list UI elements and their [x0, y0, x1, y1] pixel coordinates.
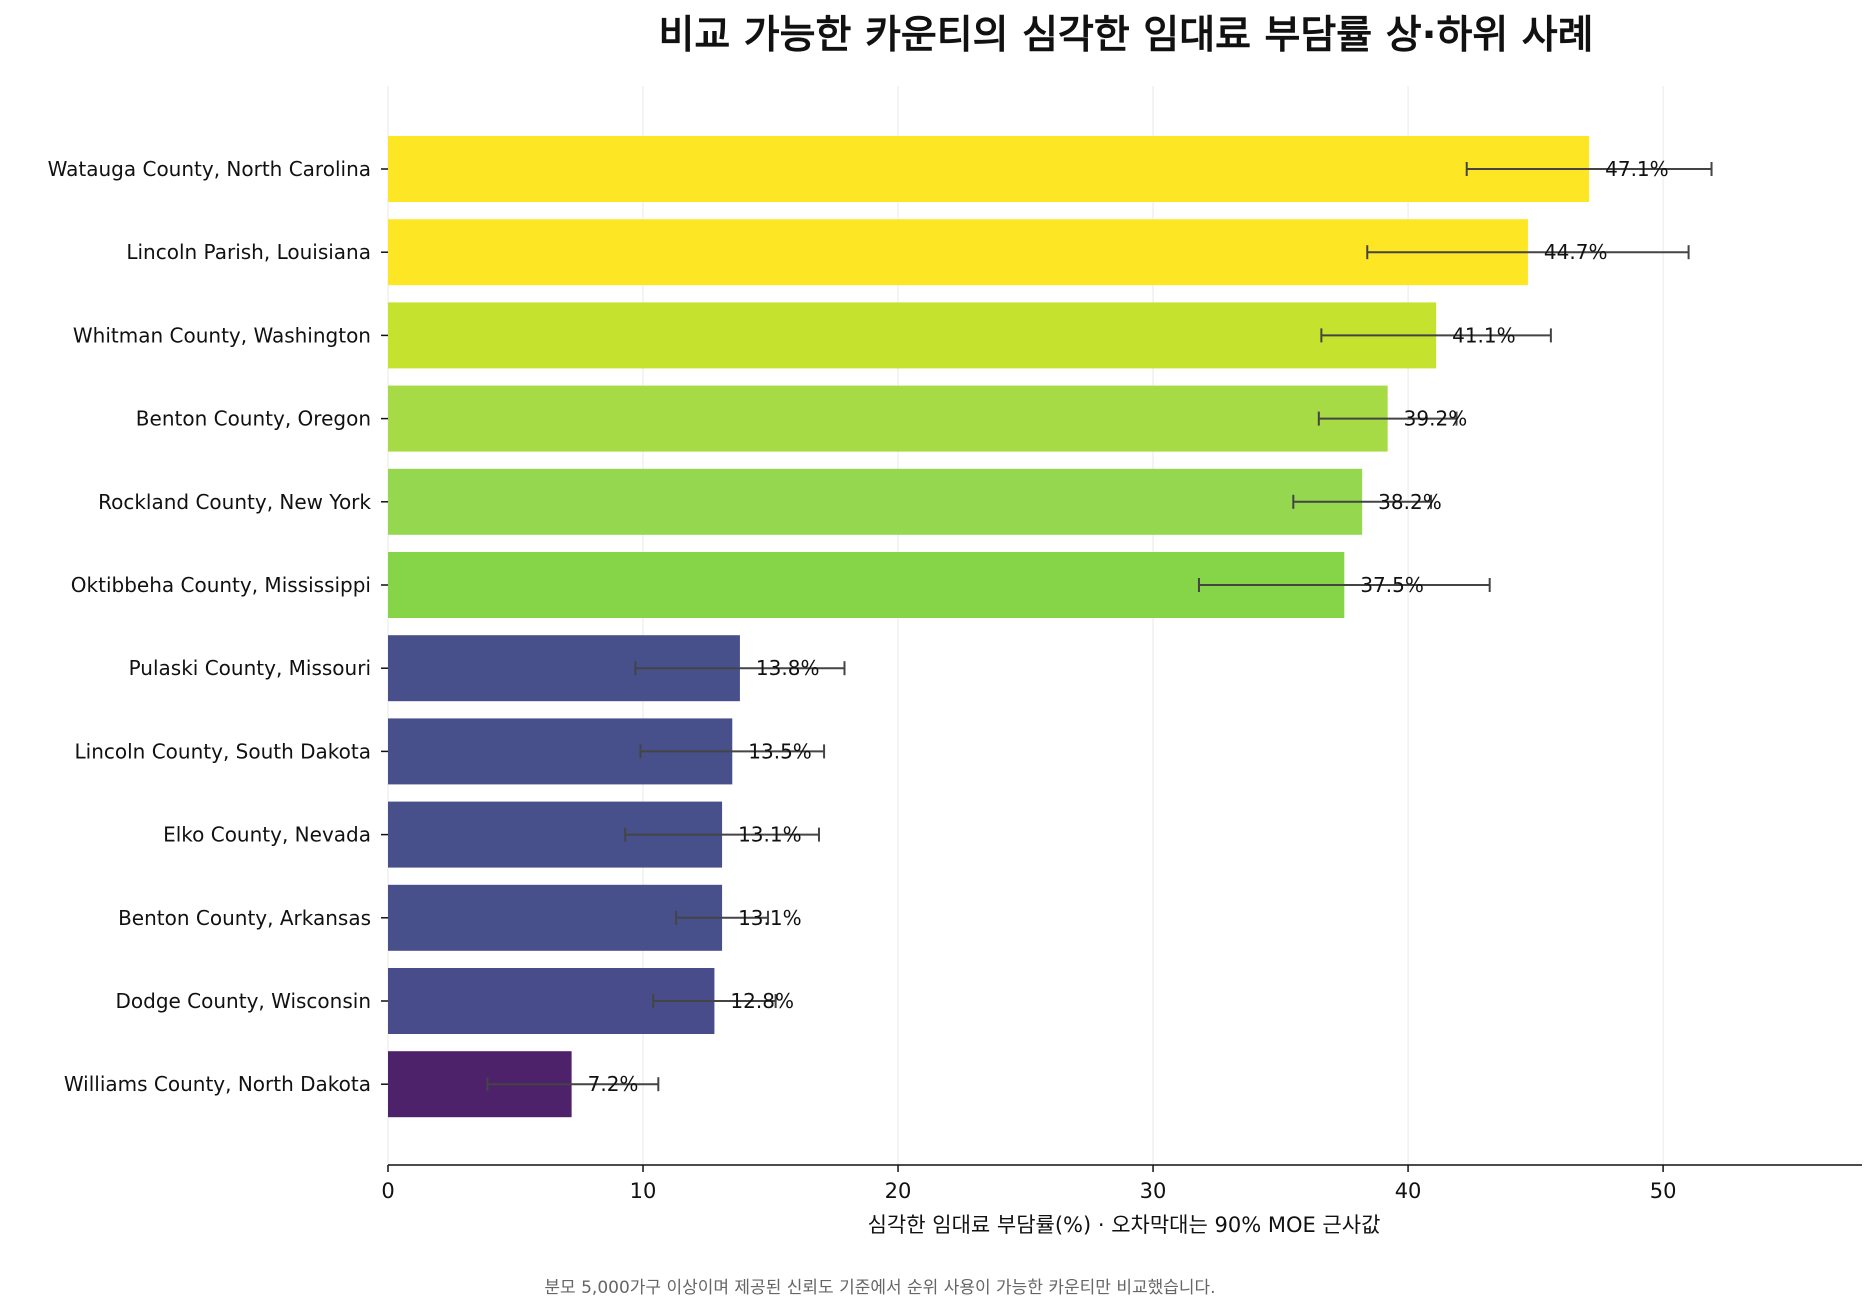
bar	[388, 552, 1345, 618]
category-label: Rockland County, New York	[98, 490, 371, 514]
chart-title: 비교 가능한 카운티의 심각한 임대료 부담률 상·하위 사례	[658, 13, 1593, 58]
category-label: Oktibbeha County, Mississippi	[71, 573, 371, 597]
category-label: Lincoln County, South Dakota	[75, 739, 371, 763]
bar	[388, 136, 1590, 202]
category-label: Dodge County, Wisconsin	[115, 989, 371, 1013]
error-bar	[1197, 578, 1491, 592]
error-bar	[639, 744, 826, 759]
x-tick-label: 0	[381, 1179, 394, 1203]
error-bars	[486, 162, 1713, 1092]
value-label: 13.1%	[738, 906, 802, 930]
category-label: Pulaski County, Missouri	[129, 656, 371, 680]
error-bar	[1320, 328, 1552, 343]
value-labels: 47.1% 44.7% 41.1% 39.2% 38.2% 37.5% 13.8% 13.5%…	[588, 157, 1669, 1096]
bar	[388, 385, 1388, 452]
category-label: Whitman County, Washington	[73, 323, 371, 347]
category-labels: Watauga County, North Carolina Lincoln Pa…	[48, 157, 388, 1096]
bar	[388, 468, 1363, 535]
value-label: 41.1%	[1452, 323, 1516, 347]
category-label: Lincoln Parish, Louisiana	[126, 240, 371, 264]
category-label: Williams County, North Dakota	[64, 1072, 371, 1096]
error-bar	[634, 661, 846, 676]
error-bar	[1317, 411, 1458, 426]
value-label: 13.8%	[756, 656, 820, 680]
error-bar	[1465, 162, 1713, 176]
value-label: 37.5%	[1360, 573, 1424, 597]
bar	[388, 219, 1528, 286]
value-label: 7.2%	[588, 1072, 639, 1096]
x-tick-label: 30	[1140, 1179, 1167, 1203]
bar	[388, 884, 723, 951]
error-bar	[652, 994, 777, 1008]
footnote: 분모 5,000가구 이상이며 제공된 신뢰도 기준에서 순위 사용이 가능한 …	[544, 1278, 1215, 1298]
value-label: 47.1%	[1605, 157, 1669, 181]
bar	[388, 302, 1437, 369]
category-label: Watauga County, North Carolina	[48, 157, 371, 181]
x-tick-label: 20	[885, 1179, 912, 1203]
category-label: Elko County, Nevada	[163, 823, 371, 847]
x-axis-label: 심각한 임대료 부담률(%) · 오차막대는 90% MOE 근사값	[868, 1213, 1381, 1237]
category-label: Benton County, Arkansas	[118, 906, 371, 930]
error-bar	[675, 910, 769, 925]
error-bar	[486, 1077, 660, 1092]
value-label: 39.2%	[1404, 407, 1468, 431]
value-label: 38.2%	[1378, 490, 1442, 514]
x-tick-label: 10	[630, 1179, 657, 1203]
x-tick-label: 50	[1650, 1179, 1677, 1203]
error-bar	[624, 827, 820, 842]
x-axis-ticks: 0 10 20 30 40 50	[381, 1165, 1676, 1203]
bars	[388, 136, 1590, 1118]
value-label: 12.8%	[730, 989, 794, 1013]
x-tick-label: 40	[1395, 1179, 1422, 1203]
category-label: Benton County, Oregon	[136, 407, 371, 431]
error-bar	[1366, 245, 1690, 260]
value-label: 13.5%	[748, 739, 812, 763]
error-bar	[1292, 494, 1433, 509]
value-label: 13.1%	[738, 823, 802, 847]
value-label: 44.7%	[1544, 240, 1608, 264]
